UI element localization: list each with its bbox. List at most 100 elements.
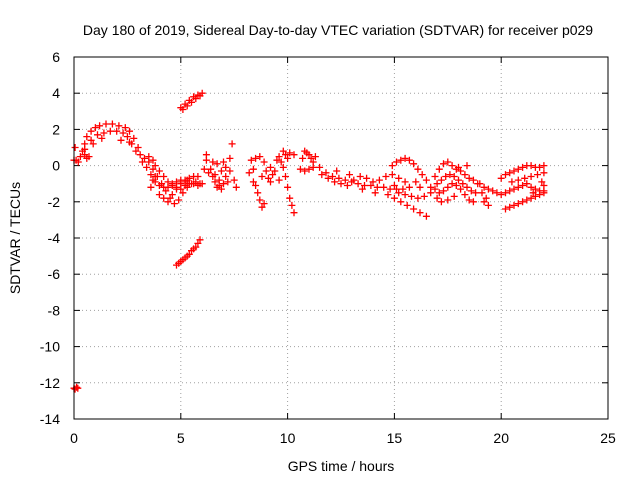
data-point — [213, 160, 221, 168]
data-point — [260, 200, 268, 208]
data-point — [155, 167, 163, 175]
data-point — [106, 127, 114, 135]
data-point — [256, 153, 264, 161]
data-point — [455, 163, 462, 171]
data-point — [71, 144, 79, 151]
data-point — [126, 138, 133, 146]
data-point — [264, 174, 272, 182]
data-point — [115, 122, 123, 130]
data-point — [177, 180, 185, 188]
data-point — [514, 200, 522, 208]
data-point — [478, 189, 486, 197]
data-point — [190, 180, 198, 188]
data-point — [508, 178, 516, 186]
data-point — [469, 198, 477, 206]
data-point — [337, 180, 345, 188]
data-point — [299, 154, 307, 162]
data-point — [514, 183, 522, 191]
plot-frame — [73, 56, 609, 420]
data-point — [108, 120, 116, 128]
data-point — [322, 169, 330, 177]
data-points — [70, 89, 548, 393]
data-point — [373, 183, 381, 191]
data-point — [179, 106, 187, 113]
data-point — [249, 165, 257, 173]
data-point — [273, 156, 281, 164]
y-tick-label: -6 — [48, 266, 61, 282]
data-point — [249, 178, 257, 186]
data-point — [519, 198, 527, 206]
data-point — [440, 160, 447, 168]
data-point — [258, 203, 266, 211]
data-point — [354, 180, 362, 188]
data-point — [333, 167, 341, 175]
data-point — [531, 185, 539, 193]
data-point — [279, 163, 287, 171]
data-point — [123, 133, 131, 141]
data-point — [416, 209, 424, 217]
axis-ticks: 0 5 10 15 20 25 -14 -12 -10 -8 -6 -4 -2 0 2 4 6 — [40, 49, 616, 446]
data-point — [224, 178, 232, 186]
data-point — [141, 154, 148, 162]
data-point — [527, 162, 535, 170]
data-point — [269, 171, 277, 179]
data-point — [209, 158, 217, 166]
data-point — [198, 180, 206, 188]
data-point — [399, 185, 407, 193]
data-point — [245, 169, 253, 177]
y-tick-label: -4 — [48, 230, 61, 246]
data-point — [85, 153, 93, 161]
data-point — [401, 191, 409, 199]
data-point — [168, 182, 176, 189]
data-point — [450, 192, 458, 200]
data-point — [252, 154, 260, 162]
data-point — [188, 247, 195, 255]
data-point — [286, 149, 294, 157]
data-point — [149, 165, 157, 173]
data-point — [465, 196, 473, 204]
data-point — [482, 194, 490, 202]
data-point — [433, 194, 441, 202]
data-point — [465, 174, 473, 182]
data-point — [527, 183, 535, 191]
data-point — [145, 153, 153, 161]
data-point — [538, 178, 546, 186]
data-point — [132, 147, 140, 155]
data-point — [175, 196, 183, 204]
data-point — [196, 92, 204, 100]
data-point — [422, 212, 430, 220]
data-point — [215, 182, 223, 189]
data-point — [444, 196, 452, 204]
data-point — [149, 156, 157, 164]
data-point — [440, 187, 447, 195]
data-point — [226, 167, 234, 175]
data-point — [493, 189, 501, 197]
data-point — [275, 153, 283, 161]
data-point — [275, 176, 283, 184]
data-point — [162, 187, 170, 195]
data-point — [160, 173, 168, 180]
data-point — [390, 194, 398, 202]
data-point — [331, 178, 339, 186]
data-point — [192, 243, 200, 251]
data-point — [252, 182, 260, 189]
data-point — [76, 153, 84, 161]
data-point — [514, 165, 522, 173]
data-point — [489, 187, 497, 195]
data-point — [284, 183, 292, 191]
data-point — [160, 194, 168, 202]
data-point — [422, 176, 430, 184]
data-point — [260, 158, 268, 166]
data-point — [463, 183, 471, 191]
data-point — [230, 176, 238, 184]
data-point — [459, 180, 467, 188]
data-point — [305, 151, 313, 159]
data-point — [414, 165, 422, 173]
data-point — [455, 176, 462, 184]
data-point — [523, 196, 531, 204]
data-point — [164, 198, 172, 206]
data-point — [540, 182, 548, 189]
data-point — [222, 163, 230, 171]
data-point — [502, 171, 509, 179]
